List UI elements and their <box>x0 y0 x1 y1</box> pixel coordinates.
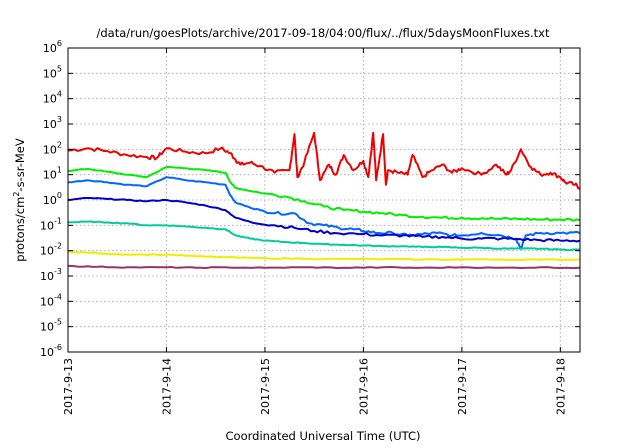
x-axis-label: Coordinated Universal Time (UTC) <box>226 429 421 443</box>
series-layer <box>67 131 581 270</box>
x-tick-label: 2017-9-18 <box>554 358 567 415</box>
y-tick-label: 10-4 <box>40 292 62 308</box>
x-tick-labels: 2017-9-13 2017-9-14 2017-9-15 2017-9-16 2017… <box>62 358 567 415</box>
y-tick-label: 10-5 <box>40 318 62 334</box>
series-line <box>67 166 581 222</box>
series-line <box>67 197 581 243</box>
x-tick-label: 2017-9-16 <box>357 358 370 415</box>
x-tick-label: 2017-9-14 <box>160 358 173 415</box>
series-line <box>67 264 581 270</box>
y-tick-label: 101 <box>43 166 62 182</box>
y-tick-label: 104 <box>43 90 62 106</box>
y-tick-labels: 10-6 10-5 10-4 10-3 10-2 10-1 100 101 102 103 104 1… <box>40 39 62 359</box>
series-line <box>67 131 581 190</box>
grid <box>68 48 580 352</box>
y-tick-label: 103 <box>43 115 62 131</box>
y-tick-label: 10-1 <box>40 216 62 232</box>
axis-ticks <box>67 47 580 353</box>
y-tick-label: 10-3 <box>40 267 62 283</box>
y-tick-label: 106 <box>43 39 62 55</box>
y-tick-label: 100 <box>43 191 62 207</box>
series-line <box>67 220 581 252</box>
x-tick-label: 2017-9-17 <box>456 358 469 415</box>
y-tick-label: 10-6 <box>40 343 62 359</box>
y-tick-label: 10-2 <box>40 242 62 258</box>
chart-title: /data/run/goesPlots/archive/2017-09-18/0… <box>96 26 550 40</box>
y-tick-label: 105 <box>43 64 62 80</box>
x-tick-label: 2017-9-13 <box>62 358 75 415</box>
series-line <box>67 250 581 261</box>
y-axis-label: protons/cm2-s-sr-MeV <box>12 138 27 262</box>
y-tick-label: 102 <box>43 140 62 156</box>
x-tick-label: 2017-9-15 <box>259 358 272 415</box>
